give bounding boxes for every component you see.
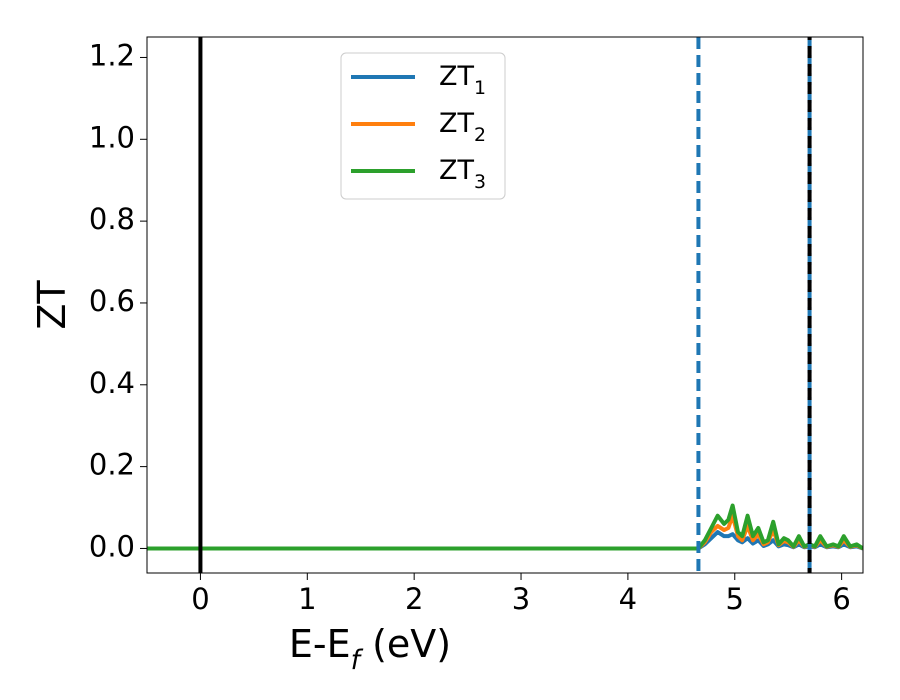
y-tick-label: 1.0 (89, 120, 135, 154)
series-line (147, 503, 863, 551)
x-tick-label: 2 (405, 582, 423, 616)
y-tick-label: 1.2 (89, 38, 135, 72)
legend-box (340, 52, 506, 200)
x-tick-label: 0 (191, 582, 209, 616)
x-tick-label: 4 (619, 582, 637, 616)
y-tick-label: 0.2 (89, 448, 135, 482)
legend-label: ZT2 (439, 108, 486, 146)
x-tick-label: 3 (512, 582, 530, 616)
x-tick-label: 5 (726, 582, 744, 616)
x-tick-label: 1 (298, 582, 316, 616)
y-tick-label: 0.4 (89, 366, 135, 400)
legend: ZT1 ZT2 ZT3 (340, 52, 506, 200)
legend-label: ZT1 (439, 61, 486, 99)
y-axis-label: ZT (30, 280, 74, 330)
y-tick-label: 0.8 (89, 202, 135, 236)
y-tick-label: 0.6 (89, 284, 135, 318)
plot-frame (146, 36, 864, 574)
x-tick-label: 6 (832, 582, 850, 616)
x-axis-label: E-Ef (eV) (289, 622, 451, 677)
y-tick-label: 0.0 (89, 529, 135, 563)
legend-label: ZT3 (439, 155, 486, 193)
plot-area (147, 37, 863, 573)
